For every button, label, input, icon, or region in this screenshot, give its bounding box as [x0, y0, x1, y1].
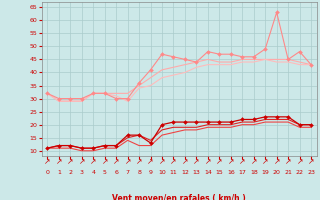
- Text: ↗: ↗: [90, 157, 96, 166]
- Text: ↗: ↗: [308, 157, 314, 166]
- Text: ↗: ↗: [205, 157, 211, 166]
- Text: ↗: ↗: [296, 157, 303, 166]
- Text: ↗: ↗: [251, 157, 257, 166]
- Text: ↗: ↗: [136, 157, 142, 166]
- X-axis label: Vent moyen/en rafales ( km/h ): Vent moyen/en rafales ( km/h ): [112, 194, 246, 200]
- Text: ↗: ↗: [274, 157, 280, 166]
- Text: ↗: ↗: [228, 157, 234, 166]
- Text: ↗: ↗: [182, 157, 188, 166]
- Text: ↗: ↗: [170, 157, 177, 166]
- Text: ↗: ↗: [216, 157, 222, 166]
- Text: ↗: ↗: [285, 157, 291, 166]
- Text: ↗: ↗: [239, 157, 245, 166]
- Text: ↗: ↗: [44, 157, 51, 166]
- Text: ↗: ↗: [101, 157, 108, 166]
- Text: ↗: ↗: [147, 157, 154, 166]
- Text: ↗: ↗: [78, 157, 85, 166]
- Text: ↗: ↗: [56, 157, 62, 166]
- Text: ↗: ↗: [113, 157, 119, 166]
- Text: ↗: ↗: [67, 157, 74, 166]
- Text: ↗: ↗: [262, 157, 268, 166]
- Text: ↗: ↗: [193, 157, 200, 166]
- Text: ↗: ↗: [124, 157, 131, 166]
- Text: ↗: ↗: [159, 157, 165, 166]
